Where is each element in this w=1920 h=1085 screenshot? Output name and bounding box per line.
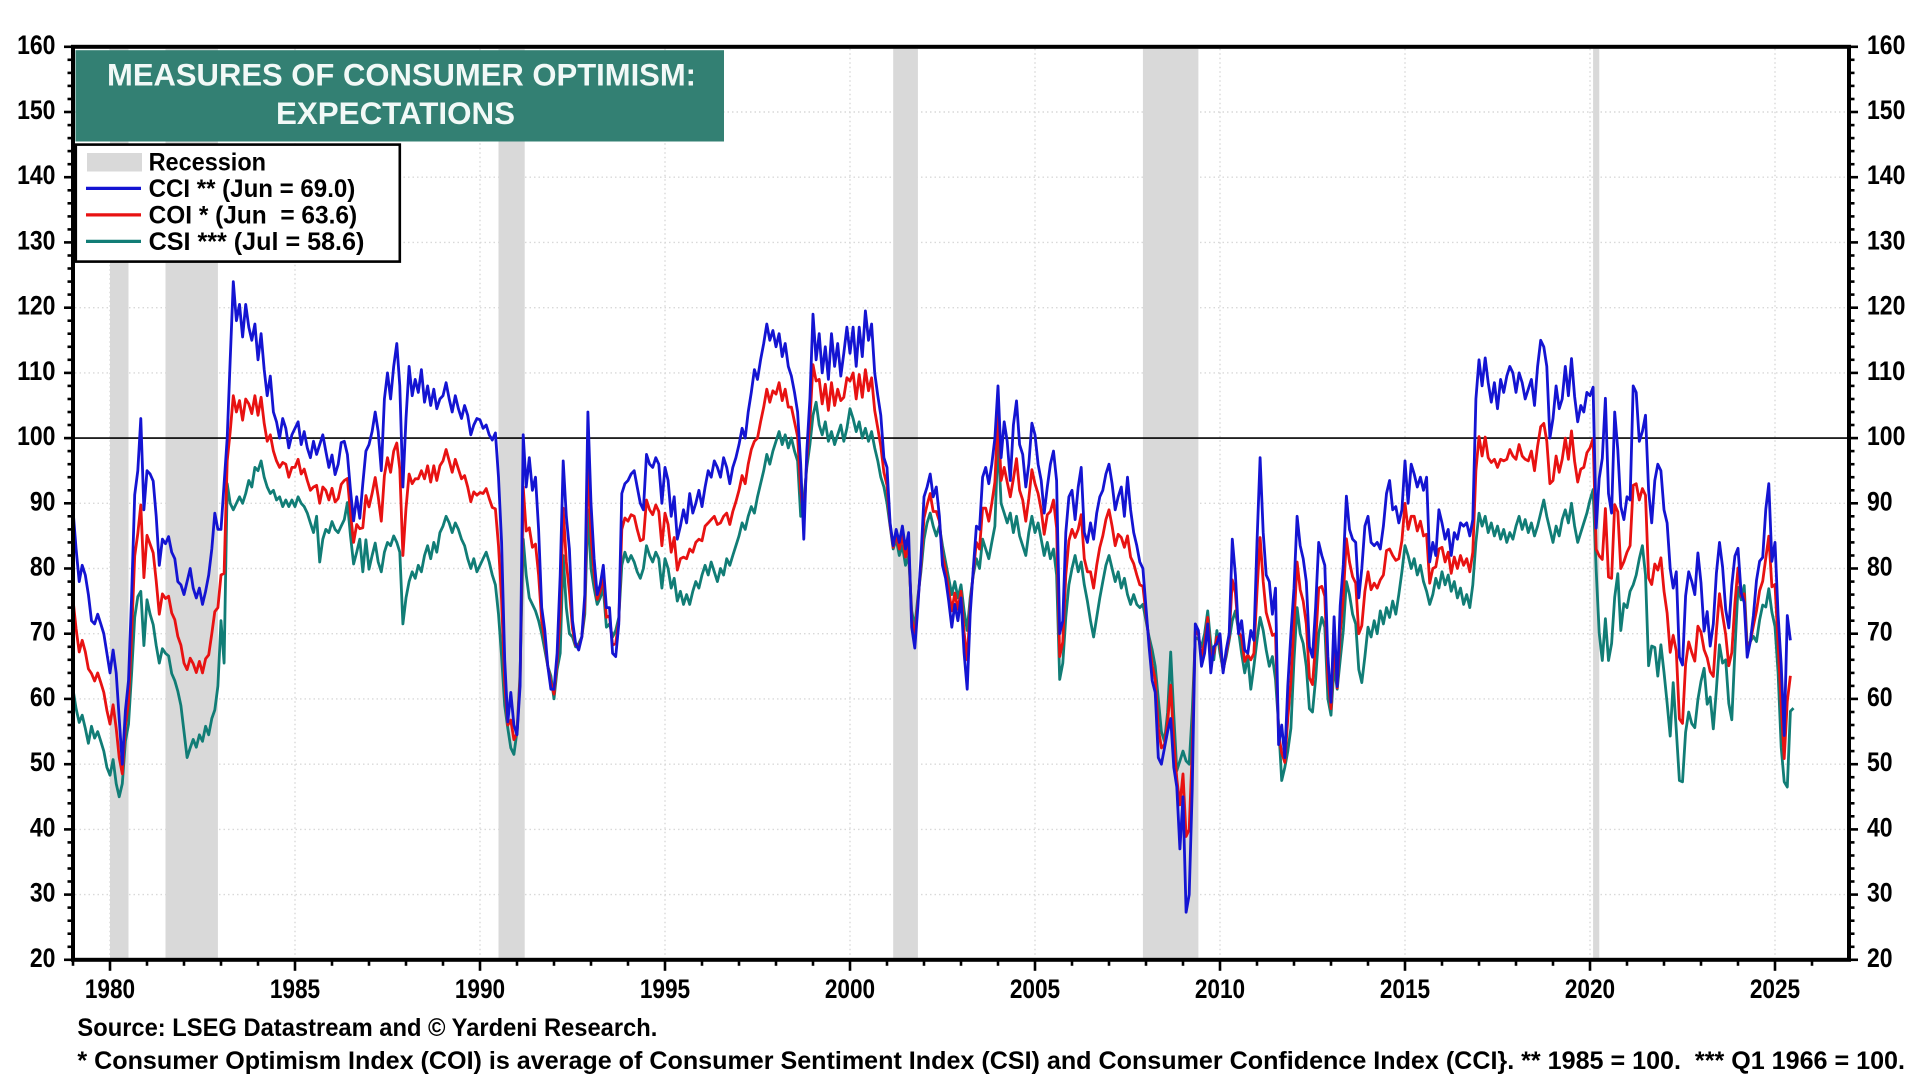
svg-text:120: 120 [17,291,55,321]
svg-text:Recession: Recession [149,149,266,177]
svg-text:60: 60 [1867,682,1893,712]
svg-text:100: 100 [17,421,55,451]
svg-text:20: 20 [1867,943,1893,973]
svg-text:30: 30 [1867,878,1893,908]
svg-text:* Consumer Optimism Index (COI: * Consumer Optimism Index (COI) is avera… [77,1047,1905,1075]
svg-text:2010: 2010 [1195,974,1245,1004]
svg-text:50: 50 [1867,747,1893,777]
svg-text:110: 110 [17,356,55,386]
svg-text:2015: 2015 [1380,974,1430,1004]
svg-text:90: 90 [30,486,56,516]
svg-text:20: 20 [30,943,56,973]
svg-text:140: 140 [1867,160,1905,190]
svg-text:60: 60 [30,682,56,712]
svg-text:COI * (Jun = 63.6): COI * (Jun = 63.6) [149,202,358,230]
svg-text:1990: 1990 [455,974,505,1004]
svg-text:70: 70 [1867,617,1893,647]
svg-text:40: 40 [1867,812,1893,842]
svg-text:130: 130 [17,225,55,255]
svg-text:2005: 2005 [1010,974,1060,1004]
svg-text:160: 160 [1867,30,1905,60]
svg-text:150: 150 [1867,95,1905,125]
svg-text:110: 110 [1867,356,1905,386]
svg-text:100: 100 [1867,421,1905,451]
svg-text:MEASURES OF CONSUMER OPTIMISM:: MEASURES OF CONSUMER OPTIMISM: [107,57,696,93]
svg-text:1980: 1980 [85,974,135,1004]
svg-text:CSI *** (Jul = 58.6): CSI *** (Jul = 58.6) [149,228,365,256]
svg-text:150: 150 [17,95,55,125]
svg-text:80: 80 [1867,552,1893,582]
svg-text:EXPECTATIONS: EXPECTATIONS [276,95,515,131]
svg-text:2020: 2020 [1565,974,1615,1004]
svg-text:30: 30 [30,878,56,908]
svg-text:130: 130 [1867,225,1905,255]
svg-text:50: 50 [30,747,56,777]
svg-text:2025: 2025 [1750,974,1800,1004]
svg-text:40: 40 [30,812,56,842]
svg-text:70: 70 [30,617,56,647]
svg-text:2000: 2000 [825,974,875,1004]
svg-text:1995: 1995 [640,974,690,1004]
svg-text:1985: 1985 [270,974,320,1004]
svg-text:90: 90 [1867,486,1893,516]
svg-text:Source: LSEG Datastream and ©: Source: LSEG Datastream and © Yardeni Re… [77,1014,657,1042]
svg-text:140: 140 [17,160,55,190]
svg-text:80: 80 [30,552,56,582]
svg-text:120: 120 [1867,291,1905,321]
svg-text:160: 160 [17,30,55,60]
svg-text:CCI ** (Jun = 69.0): CCI ** (Jun = 69.0) [149,175,356,203]
